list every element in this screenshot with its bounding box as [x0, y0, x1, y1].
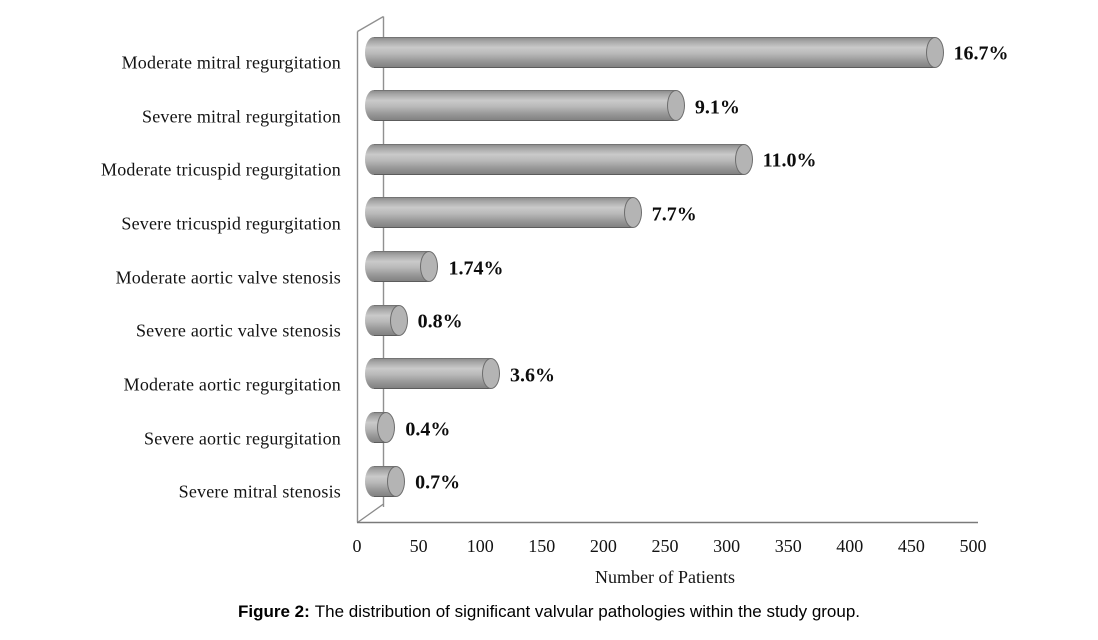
category-label: Moderate mitral regurgitation	[121, 52, 341, 73]
bar-value-label: 11.0%	[762, 149, 817, 172]
x-tick-label: 400	[836, 536, 864, 556]
bar-right-cap	[666, 90, 685, 122]
x-tick-label: 200	[589, 536, 617, 556]
bar-cylinder	[365, 251, 439, 283]
x-tick-label: 500	[959, 536, 987, 556]
wall-top-edge	[357, 15, 384, 33]
bar-value-label: 7.7%	[651, 203, 697, 226]
figure-caption-text: The distribution of significant valvular…	[314, 602, 861, 621]
x-tick-label: 350	[774, 536, 802, 556]
bar-right-cap	[387, 465, 406, 497]
bar-cylinder	[365, 143, 753, 175]
bar-right-cap	[420, 251, 439, 283]
bar-body	[374, 143, 744, 175]
category-label: Severe mitral regurgitation	[141, 106, 341, 127]
bar-cylinder	[365, 197, 642, 229]
x-tick-label: 450	[897, 536, 925, 556]
category-label: Severe mitral stenosis	[178, 481, 341, 502]
x-axis-title: Number of Patients	[595, 567, 735, 587]
bar-cylinder	[365, 358, 501, 390]
category-label: Moderate tricuspid regurgitation	[100, 159, 341, 180]
bar-value-label: 1.74%	[448, 257, 504, 280]
bar-body	[374, 36, 935, 68]
x-tick-label: 0	[352, 536, 362, 556]
bar-value-label: 0.8%	[417, 310, 463, 333]
x-tick-label: 300	[713, 536, 741, 556]
bar-value-label: 9.1%	[694, 96, 740, 119]
x-tick-label: 150	[528, 536, 556, 556]
bar-right-cap	[377, 412, 396, 444]
bar-value-label: 0.4%	[405, 418, 451, 441]
category-label: Severe tricuspid regurgitation	[121, 213, 341, 234]
bar-body	[374, 90, 676, 122]
figure-caption: Figure 2: The distribution of significant…	[0, 602, 1098, 622]
bar-right-cap	[734, 143, 753, 175]
category-label: Severe aortic valve stenosis	[135, 320, 341, 341]
x-tick-label: 100	[466, 536, 494, 556]
bar-cylinder	[365, 304, 408, 336]
category-label: Moderate aortic regurgitation	[123, 374, 341, 395]
bar-value-label: 16.7%	[953, 42, 1009, 65]
x-tick-label: 50	[409, 536, 428, 556]
bar-right-cap	[389, 304, 408, 336]
bar-value-label: 0.7%	[415, 471, 461, 494]
bar-cylinder	[365, 36, 944, 68]
bar-cylinder	[365, 465, 406, 497]
bar-right-cap	[623, 197, 642, 229]
bar-value-label: 3.6%	[510, 364, 556, 387]
bar-body	[374, 251, 430, 283]
category-label: Severe aortic regurgitation	[144, 428, 341, 449]
figure-caption-label: Figure 2:	[237, 602, 310, 621]
floor-depth-edge	[357, 503, 384, 524]
bar-cylinder	[365, 90, 685, 122]
x-tick-label: 250	[651, 536, 679, 556]
category-label: Moderate aortic valve stenosis	[115, 267, 341, 288]
bar-body	[374, 358, 492, 390]
bar-right-cap	[925, 36, 944, 68]
bar-body	[374, 197, 633, 229]
bar-cylinder	[365, 412, 396, 444]
bar-right-cap	[482, 358, 501, 390]
